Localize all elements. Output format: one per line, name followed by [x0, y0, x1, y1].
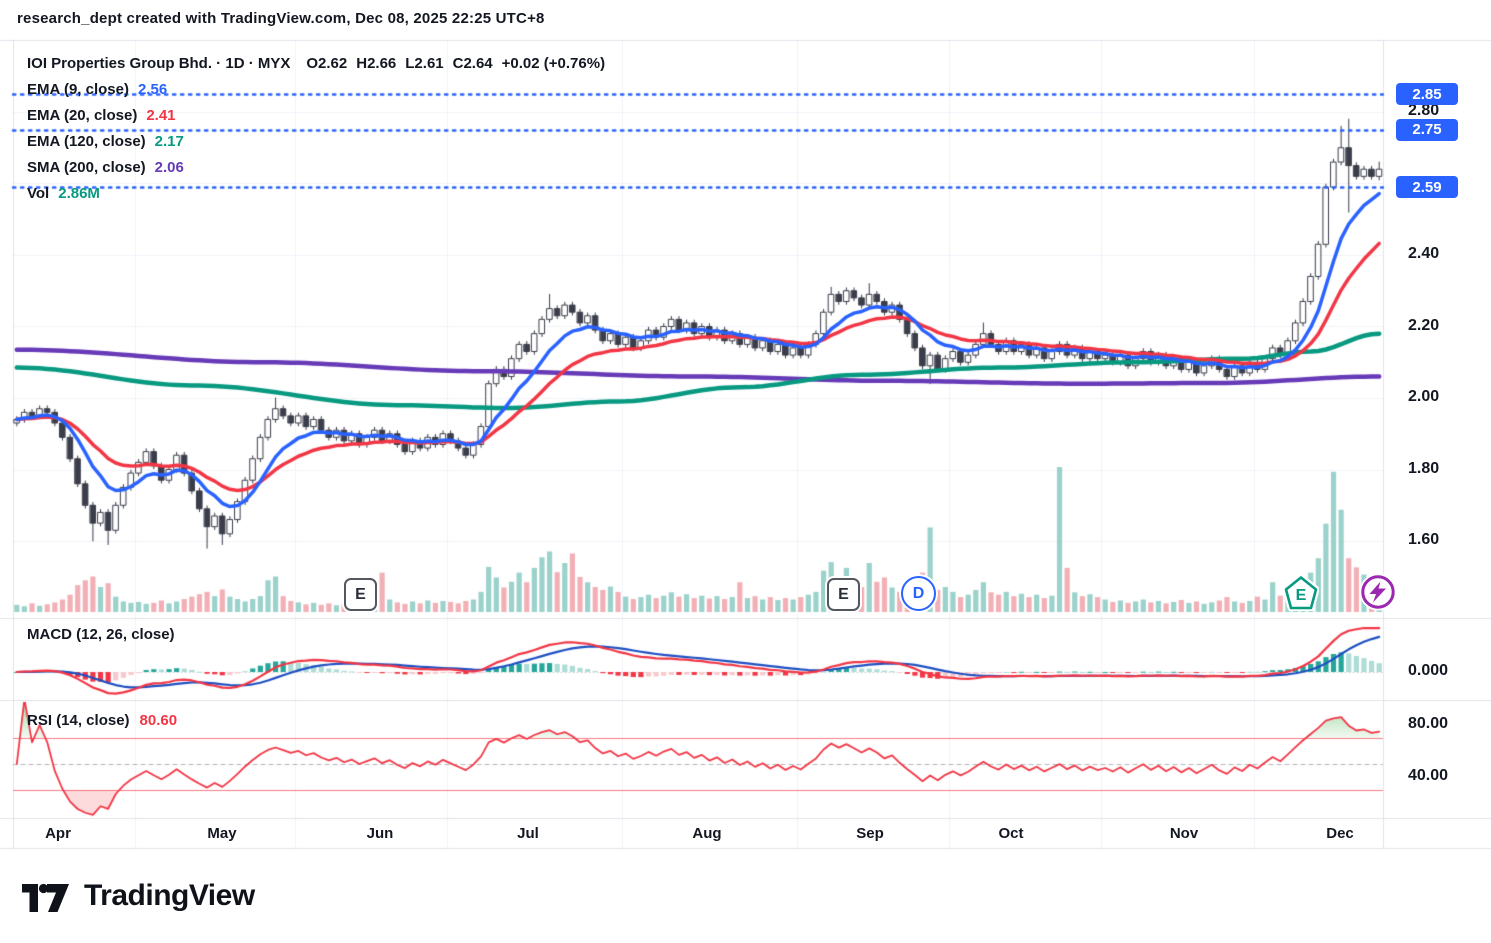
rsi-tick-40.00: 40.00 [1408, 767, 1449, 784]
tradingview-logo[interactable]: TradingView [20, 876, 255, 916]
event-earnings-upcoming-badge[interactable]: E [1282, 574, 1320, 616]
legend-row-ema-20-close-[interactable]: EMA (20, close) 2.41 [27, 107, 176, 127]
ohlc-high: H2.66 [356, 55, 397, 72]
month-label-oct: Oct [998, 825, 1024, 842]
price-tick-1.80: 1.80 [1408, 459, 1440, 477]
legend-value: 2.41 [146, 107, 176, 124]
month-label-aug: Aug [692, 825, 722, 842]
price-tick-2.80: 2.80 [1408, 102, 1440, 119]
event-dividend-badge[interactable]: D [901, 576, 936, 611]
legend-label: Vol [27, 185, 50, 202]
symbol-title: IOI Properties Group Bhd. · 1D · MYX [27, 55, 291, 72]
symbol-title-row[interactable]: IOI Properties Group Bhd. · 1D · MYX O2.6… [27, 55, 614, 72]
rsi-value: 80.60 [139, 712, 178, 729]
event-flash-badge[interactable] [1359, 573, 1397, 616]
price-level-badge-2.75[interactable]: 2.75 [1396, 118, 1458, 141]
month-label-jun: Jun [366, 825, 394, 842]
month-label-sep: Sep [856, 825, 884, 842]
watermark-text: research_dept created with TradingView.c… [17, 10, 545, 27]
tradingview-logo-mark-icon [22, 883, 69, 912]
month-label-nov: Nov [1169, 825, 1199, 842]
price-level-badge-2.59[interactable]: 2.59 [1396, 176, 1458, 199]
legend-value: 2.17 [154, 133, 184, 150]
price-tick-2.20: 2.20 [1408, 316, 1440, 334]
month-label-apr: Apr [45, 825, 71, 842]
macd-zero-tick: 0.000 [1408, 662, 1449, 679]
legend-value: 2.06 [154, 159, 184, 176]
price-tick-1.60: 1.60 [1408, 531, 1440, 548]
rsi-pane-label[interactable]: RSI (14, close) 80.60 [27, 712, 178, 729]
tradingview-logo-text: TradingView [84, 879, 255, 912]
legend-label: EMA (9, close) [27, 81, 129, 98]
legend-label: SMA (200, close) [27, 159, 146, 176]
ohlc-close: C2.64 [452, 55, 493, 72]
price-level-badge-2.85[interactable]: 2.85 [1396, 83, 1458, 106]
ohlc-change: +0.02 (+0.76%) [501, 55, 606, 72]
price-tick-2.00: 2.00 [1408, 388, 1440, 405]
month-label-may: May [207, 825, 237, 842]
month-label-dec: Dec [1326, 825, 1354, 842]
event-earnings-report-badge[interactable]: E [344, 578, 377, 611]
legend-row-ema-9-close-[interactable]: EMA (9, close) 2.56 [27, 81, 167, 101]
month-label-jul: Jul [517, 825, 539, 842]
svg-text:E: E [1296, 587, 1307, 604]
legend-label: EMA (120, close) [27, 133, 146, 150]
earnings-pentagon-icon: E [1282, 574, 1320, 612]
ohlc-low: L2.61 [405, 55, 444, 72]
legend-label: EMA (20, close) [27, 107, 138, 124]
macd-pane-label[interactable]: MACD (12, 26, close) [27, 626, 175, 643]
flash-bolt-icon [1359, 573, 1397, 611]
price-tick-2.40: 2.40 [1408, 245, 1440, 262]
legend-row-sma-200-close-[interactable]: SMA (200, close) 2.06 [27, 159, 184, 179]
legend-value: 2.86M [58, 185, 100, 202]
ohlc-open: O2.62 [306, 55, 348, 72]
rsi-tick-80.00: 80.00 [1408, 715, 1449, 732]
event-earnings-report-badge[interactable]: E [827, 578, 860, 611]
legend-row-ema-120-close-[interactable]: EMA (120, close) 2.17 [27, 133, 184, 153]
legend-row-vol[interactable]: Vol 2.86M [27, 185, 100, 205]
legend-value: 2.56 [137, 81, 168, 98]
